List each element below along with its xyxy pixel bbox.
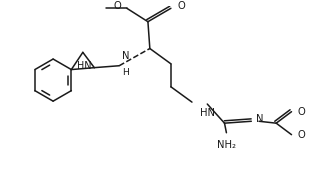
Text: NH₂: NH₂	[217, 140, 236, 150]
Text: N: N	[256, 114, 264, 124]
Text: O: O	[297, 107, 305, 117]
Text: HN: HN	[200, 108, 215, 118]
Text: N: N	[122, 51, 130, 61]
Text: O: O	[113, 1, 121, 11]
Text: HN: HN	[76, 61, 91, 71]
Text: O: O	[297, 130, 305, 140]
Text: O: O	[178, 1, 185, 11]
Text: H: H	[122, 68, 129, 77]
